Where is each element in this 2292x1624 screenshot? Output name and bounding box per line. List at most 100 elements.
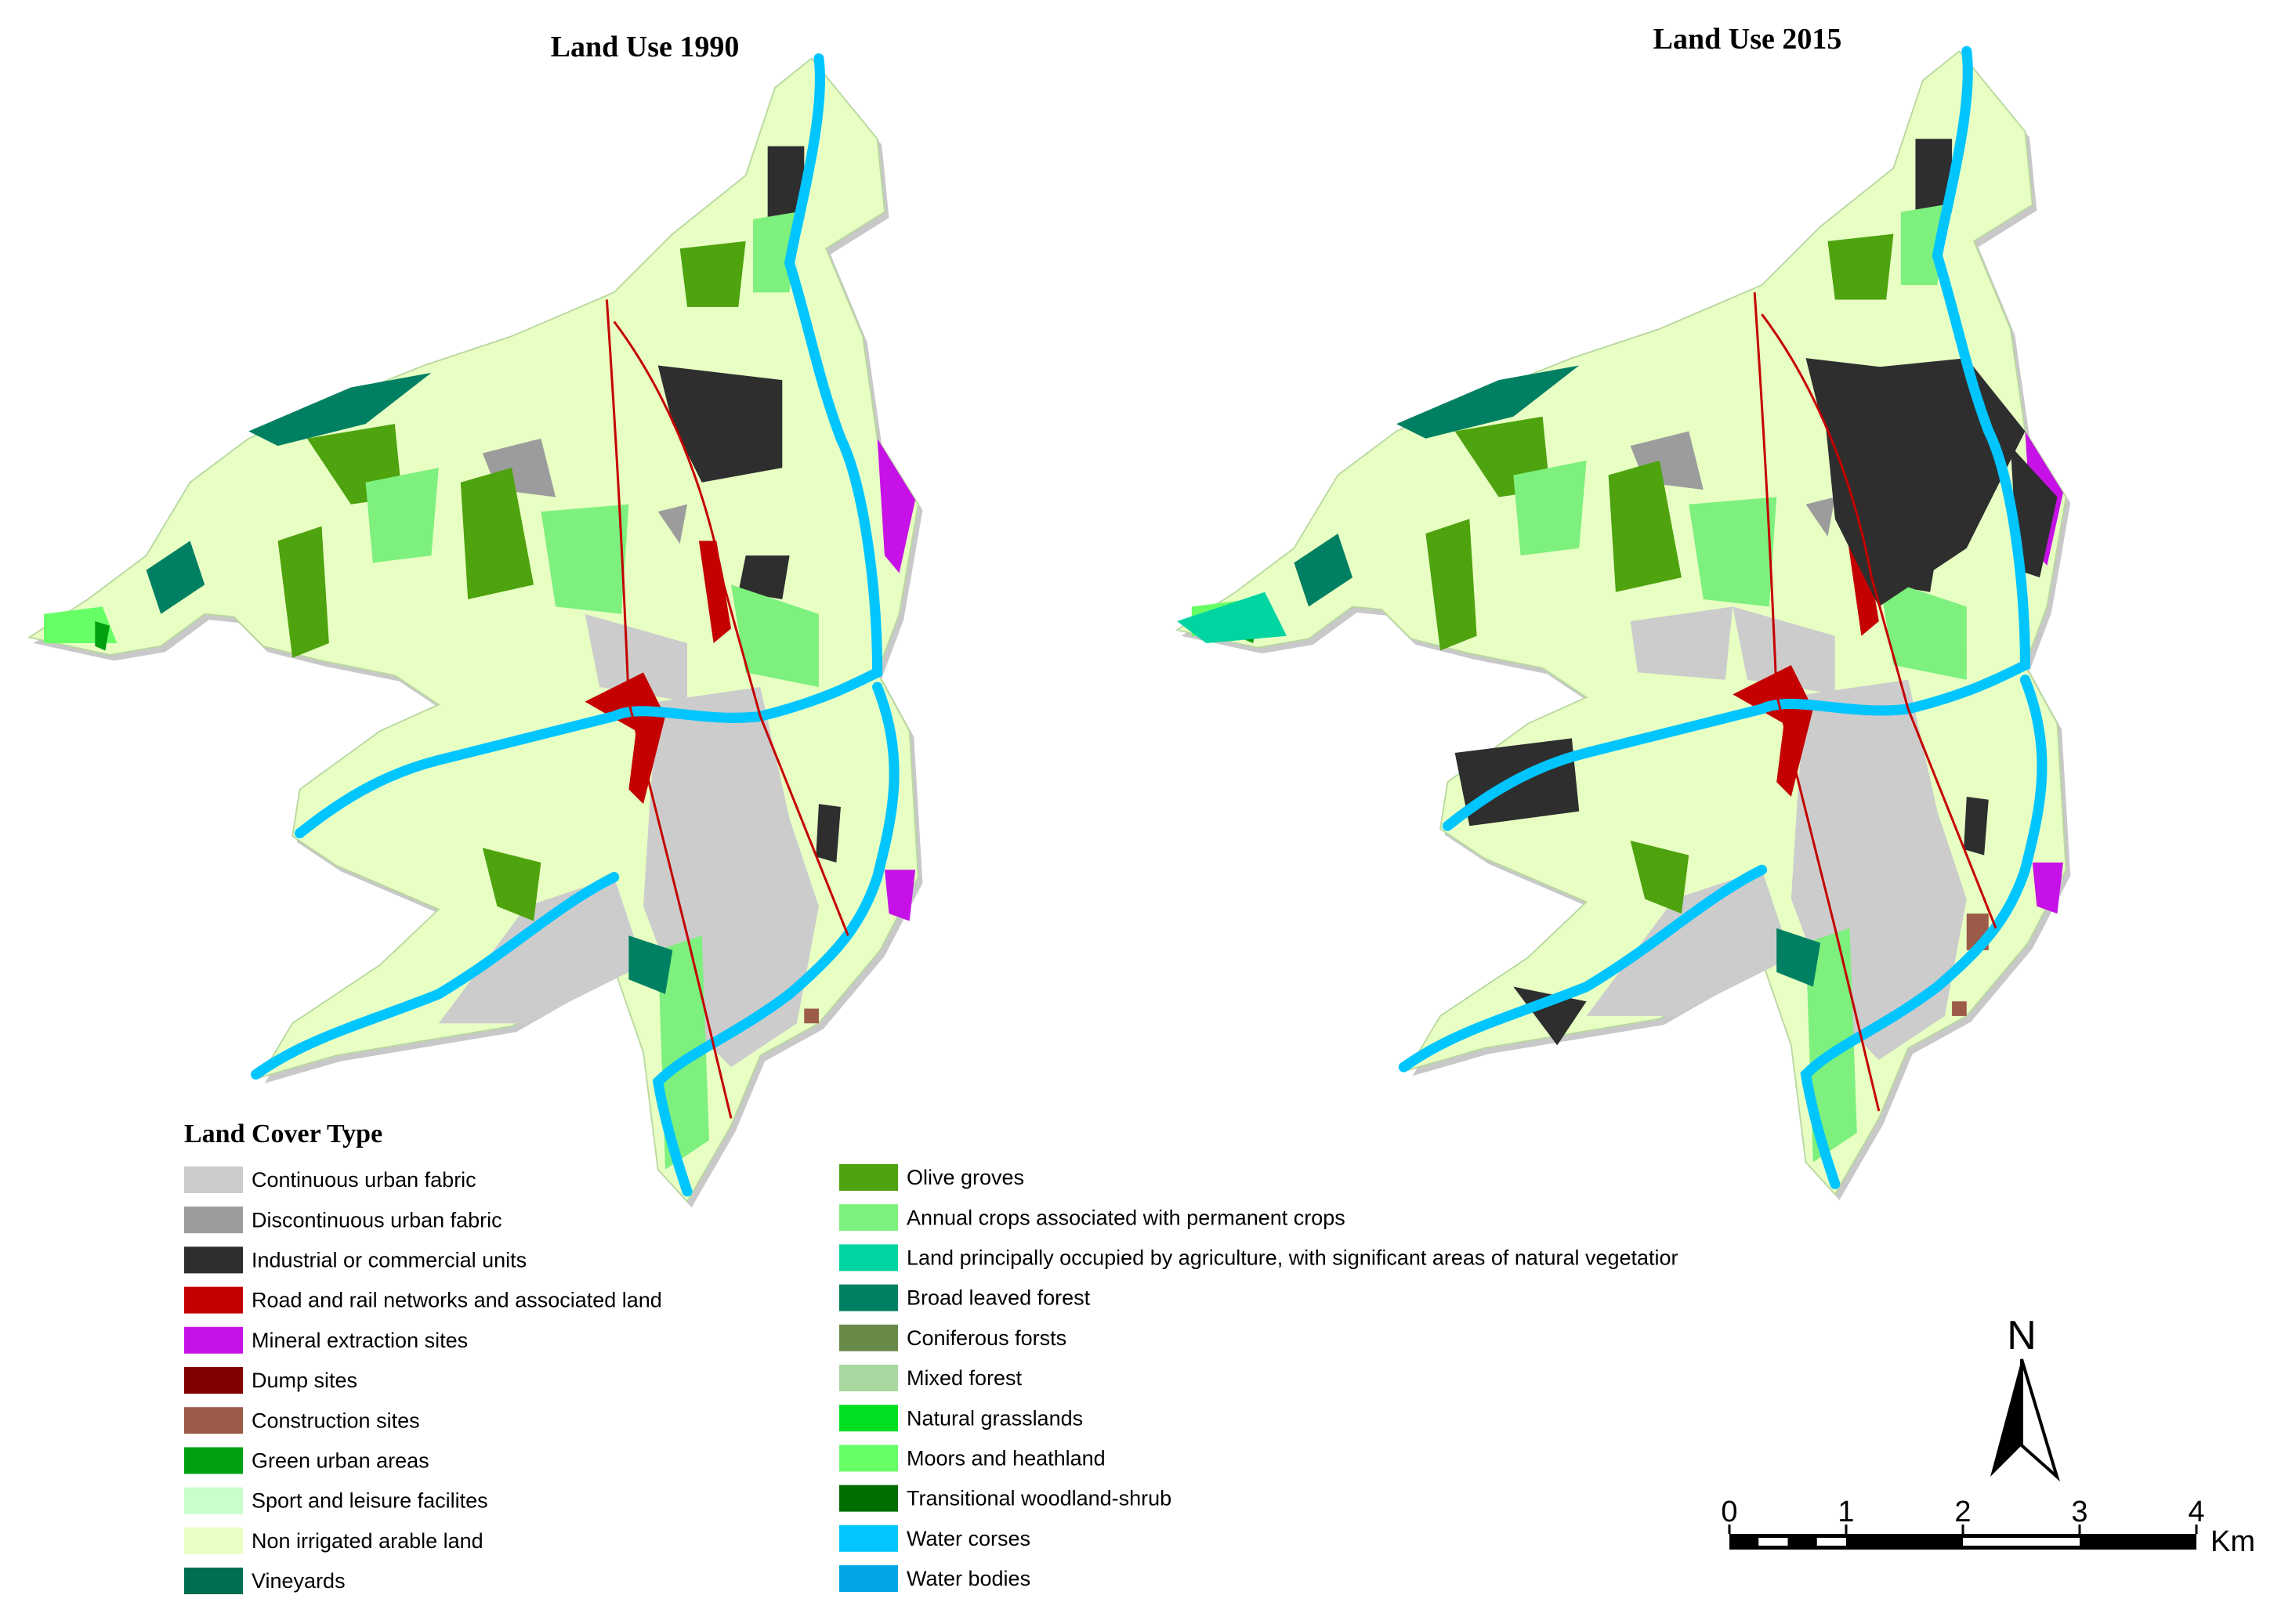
road	[605, 299, 733, 1119]
legend-label: Sport and leisure facilites	[252, 1489, 488, 1513]
land-parcel	[1513, 460, 1587, 556]
land-parcel	[1177, 591, 1287, 644]
legend-label: Mixed forest	[907, 1366, 1023, 1390]
map-title: Land Use 2015	[1653, 23, 1842, 56]
legend-swatch	[839, 1525, 898, 1552]
legend-label: Water bodies	[907, 1567, 1030, 1590]
land-parcel	[657, 504, 688, 544]
legend-label: Broad leaved forest	[907, 1286, 1091, 1310]
land-parcel	[1689, 497, 1777, 607]
land-parcel	[1878, 577, 1967, 680]
legend-label: Vineyards	[252, 1569, 346, 1593]
land-parcel	[1805, 497, 1835, 537]
land-parcel	[1425, 519, 1477, 651]
legend-label: Non irrigated arable land	[252, 1529, 483, 1553]
legend-label: Industrial or commercial units	[252, 1249, 527, 1272]
map-title: Land Use 1990	[551, 31, 740, 63]
legend-label: Construction sites	[252, 1409, 420, 1432]
legend-swatch	[184, 1246, 243, 1274]
legend-label: Green urban areas	[252, 1449, 429, 1473]
river	[652, 682, 900, 1197]
legend-label: Coniferous forsts	[907, 1326, 1066, 1350]
land-parcel	[752, 212, 797, 293]
land-parcel	[1396, 365, 1580, 439]
legend-swatch	[184, 1166, 243, 1193]
legend-swatch	[184, 1447, 243, 1474]
legend-swatch	[839, 1284, 898, 1311]
land-parcel	[1820, 358, 2026, 607]
road	[1753, 292, 1881, 1112]
legend-swatch	[839, 1405, 898, 1432]
legend-swatch	[839, 1485, 898, 1512]
land-parcel	[438, 877, 644, 1024]
land-parcel	[884, 870, 916, 921]
scale-bar: 0 1 2 3 4Km	[1721, 1496, 2255, 1558]
scale-unit: Km	[2211, 1525, 2255, 1558]
arrow-left	[1990, 1359, 2022, 1477]
legend-label: Road and rail networks and associated la…	[252, 1289, 662, 1312]
north-arrow: N	[1990, 1313, 2060, 1482]
land-parcel	[2010, 446, 2058, 578]
land-parcel	[1964, 796, 1989, 855]
map-2015	[1175, 45, 2071, 1200]
legend-label: Natural grasslands	[907, 1406, 1083, 1430]
land-parcel	[679, 241, 746, 307]
land-parcel	[1952, 1001, 1967, 1016]
road	[1761, 313, 1997, 929]
scale-label: 0	[1721, 1496, 1737, 1528]
legend-swatch	[184, 1568, 243, 1594]
legend-label: Dump sites	[252, 1369, 357, 1392]
land-parcel	[657, 365, 783, 483]
land-parcel	[146, 541, 205, 614]
map-1990	[27, 53, 923, 1208]
legend-swatch	[839, 1164, 898, 1191]
scale-label: 3	[2071, 1496, 2087, 1528]
legend-swatch	[839, 1244, 898, 1271]
road	[613, 320, 849, 936]
land-parcel	[730, 584, 819, 688]
land-parcel	[95, 621, 110, 651]
land-parcel	[1900, 204, 1945, 285]
legend-swatch	[839, 1565, 898, 1592]
land-parcel	[482, 848, 541, 921]
scale-label: 4	[2188, 1496, 2204, 1528]
river	[1442, 45, 2030, 831]
legend-swatch	[839, 1445, 898, 1472]
river	[294, 53, 883, 839]
land-parcel	[698, 541, 731, 644]
legend-swatch	[184, 1206, 243, 1234]
land-parcel	[2032, 862, 2063, 914]
river	[1398, 864, 1768, 1072]
legend-swatch	[184, 1326, 243, 1354]
scale-bar-segment	[1963, 1538, 2080, 1546]
land-parcel	[365, 468, 439, 563]
land-parcel	[1513, 986, 1587, 1046]
land-parcel	[738, 555, 790, 600]
legend-label: Annual crops associated with permanent c…	[907, 1206, 1345, 1229]
river	[251, 872, 620, 1080]
land-parcel	[628, 935, 673, 994]
arrow-right	[2020, 1358, 2060, 1482]
legend-label: Water corses	[907, 1527, 1030, 1550]
legend-swatch	[184, 1407, 243, 1434]
land-parcel	[1776, 928, 1821, 987]
land-parcel	[1805, 928, 1857, 1163]
legend-swatch	[839, 1204, 898, 1232]
land-parcel	[1915, 139, 1953, 212]
legend: Continuous urban fabric Discontinuous urb…	[184, 1164, 1678, 1594]
legend-swatch	[184, 1527, 243, 1554]
legend-swatch	[184, 1286, 243, 1314]
legend-swatch	[839, 1365, 898, 1391]
scale-label: 2	[1954, 1496, 1971, 1528]
land-parcel	[1630, 606, 1733, 680]
scale-bar-segment	[1816, 1538, 1846, 1546]
legend-label: Moors and heathland	[907, 1447, 1106, 1470]
land-parcel	[277, 526, 329, 658]
land-parcel	[248, 372, 432, 447]
scale-bar-segment	[1758, 1538, 1788, 1546]
land-parcel	[657, 935, 710, 1170]
legend-swatch	[184, 1487, 243, 1514]
legend-label: Transitional woodland-shrub	[907, 1487, 1171, 1510]
